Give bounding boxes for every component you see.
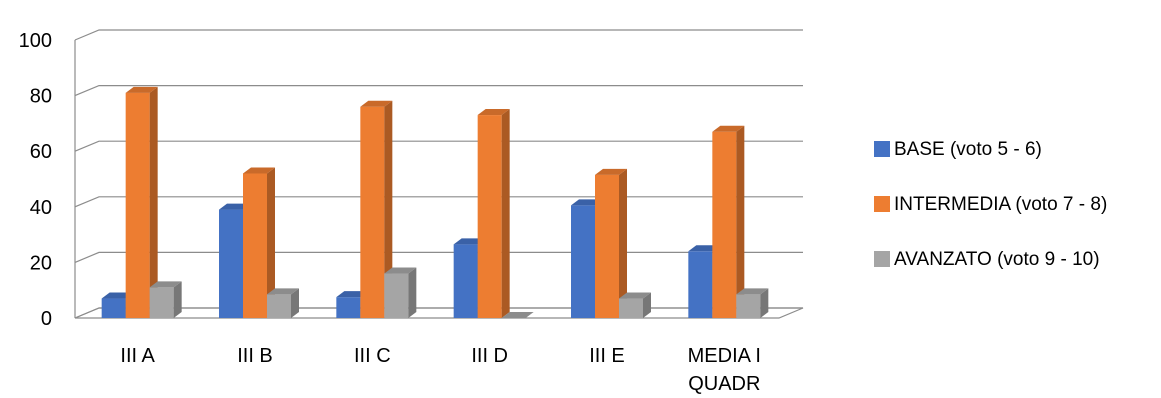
bar-front <box>219 209 243 318</box>
bar-side <box>267 167 275 318</box>
bar-top <box>595 168 627 175</box>
x-tick-label: III D <box>471 345 508 367</box>
bar-front <box>619 298 643 318</box>
gridline <box>74 29 803 41</box>
bar-front <box>243 173 267 318</box>
bar-side <box>384 100 393 318</box>
bar-front <box>595 174 619 318</box>
legend: BASE (voto 5 - 6) INTERMEDIA (voto 7 - 8)… <box>874 139 1107 270</box>
bar <box>267 288 299 318</box>
bar-top <box>477 109 510 116</box>
x-tick-label: III E <box>589 345 625 367</box>
x-axis-ticks: III A III B III C III D III E MEDIA I QUADR <box>120 345 761 395</box>
bar-side <box>760 288 769 318</box>
gridline <box>74 307 803 319</box>
legend-label: BASE (voto 5 - 6) <box>894 139 1042 160</box>
bar <box>712 125 745 319</box>
y-tick-label: 60 <box>30 141 52 163</box>
y-tick-label: 40 <box>30 197 52 219</box>
y-tick-label: 0 <box>41 308 52 330</box>
bar-top <box>712 125 745 132</box>
x-tick-label: III B <box>237 345 273 367</box>
bar-side <box>149 86 158 318</box>
legend-item: AVANZATO (voto 9 - 10) <box>874 249 1100 270</box>
y-tick-label: 80 <box>30 86 52 108</box>
bar <box>360 100 393 318</box>
gridlines <box>74 29 803 319</box>
legend-label: INTERMEDIA (voto 7 - 8) <box>894 194 1107 215</box>
gridline <box>74 251 803 263</box>
bar <box>477 109 510 318</box>
bar-side <box>619 168 627 318</box>
bar-top <box>384 267 417 274</box>
bar-top <box>619 292 651 299</box>
bar-front <box>453 244 478 318</box>
bar-front <box>101 298 126 318</box>
bar-side <box>501 109 510 318</box>
bar-front <box>125 92 150 318</box>
bar-side <box>408 267 417 318</box>
legend-swatch <box>874 196 890 212</box>
x-tick-label: MEDIA I QUADR <box>688 345 761 395</box>
bar <box>501 312 534 318</box>
bar <box>736 288 769 318</box>
bar-top <box>267 288 299 295</box>
bar-top <box>360 100 393 107</box>
bar-front <box>571 205 595 318</box>
legend-swatch <box>874 141 890 157</box>
bar-front <box>736 294 761 318</box>
bar-top <box>243 167 275 174</box>
bar <box>243 167 275 318</box>
bar-top <box>125 86 158 93</box>
bar-front <box>688 251 713 318</box>
bar <box>125 86 158 318</box>
bar-side <box>291 288 299 318</box>
bar <box>619 292 651 318</box>
bar-front <box>477 115 502 318</box>
bar-top <box>736 288 769 295</box>
y-tick-label: 20 <box>30 252 52 274</box>
bar-top <box>501 312 534 318</box>
gridline <box>74 84 803 97</box>
bar-side <box>173 281 182 318</box>
y-axis-ticks: 0 20 40 60 80 100 <box>19 30 52 330</box>
bar-top <box>149 281 182 288</box>
legend-label: AVANZATO (voto 9 - 10) <box>894 249 1100 270</box>
y-tick-label: 100 <box>19 30 52 52</box>
gridline <box>74 196 803 208</box>
bar <box>384 267 417 318</box>
legend-item: BASE (voto 5 - 6) <box>874 139 1042 160</box>
x-tick-label: III A <box>120 345 155 367</box>
bar-front <box>149 287 174 318</box>
bar-front <box>336 297 361 318</box>
bar-front <box>360 106 385 318</box>
bar <box>149 281 182 318</box>
gridline <box>74 140 803 152</box>
bar-front <box>267 294 291 318</box>
bar-side <box>736 125 745 319</box>
legend-item: INTERMEDIA (voto 7 - 8) <box>874 194 1107 215</box>
bars <box>101 86 769 319</box>
bar-front <box>712 131 737 318</box>
bar <box>595 168 627 318</box>
x-tick-label: III C <box>354 345 391 367</box>
bar-side <box>643 292 651 318</box>
legend-swatch <box>874 251 890 267</box>
bar-front <box>384 273 409 318</box>
